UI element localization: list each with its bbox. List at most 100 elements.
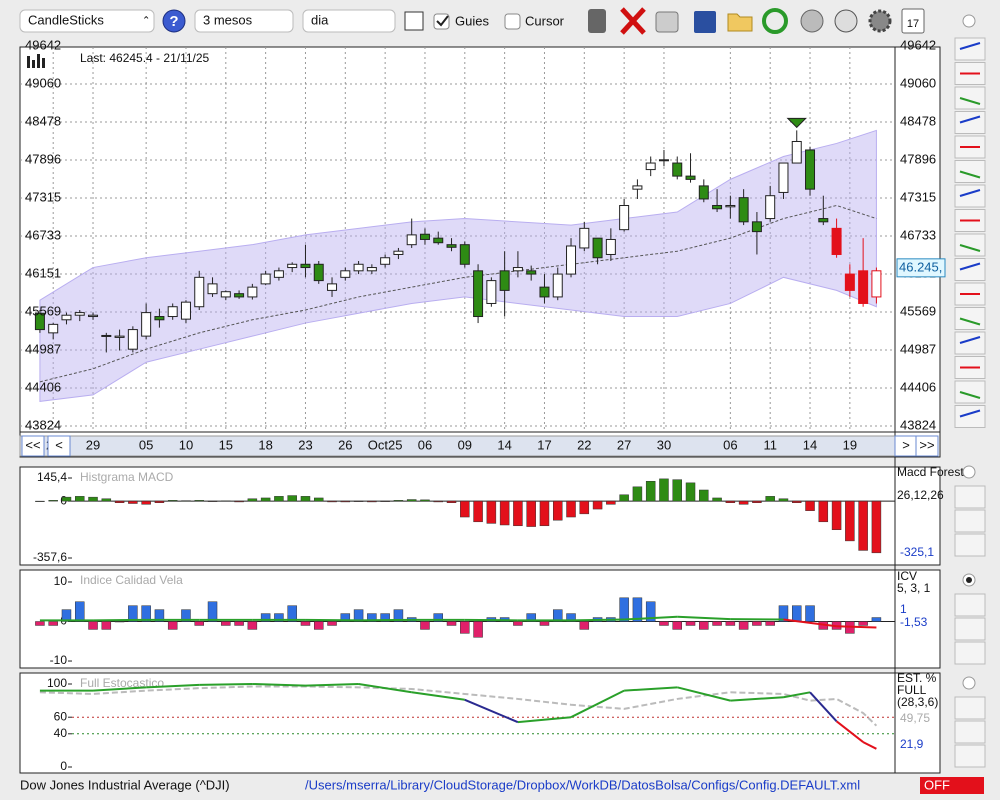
state-badge[interactable] xyxy=(920,777,984,794)
nav-button[interactable] xyxy=(915,435,939,457)
tool-button[interactable] xyxy=(954,111,986,134)
interval: dia xyxy=(311,12,329,27)
tool-button[interactable] xyxy=(954,405,986,428)
macd-params: 26,12,26 xyxy=(897,488,944,502)
save-button[interactable] xyxy=(694,11,716,33)
nav-button[interactable] xyxy=(47,435,71,457)
stoch-k xyxy=(570,689,625,719)
hist-bar xyxy=(300,496,311,502)
refresh-button[interactable] xyxy=(762,8,788,34)
hist-bar xyxy=(141,605,151,622)
y-tick-label: 43824 xyxy=(25,417,61,432)
candle-body xyxy=(712,204,723,210)
tool-button[interactable] xyxy=(954,485,986,509)
chart-type-select[interactable] xyxy=(19,9,155,33)
x-tick-label: 22 xyxy=(577,437,591,452)
camera-button[interactable] xyxy=(655,11,679,33)
cursor-label: Cursor xyxy=(525,13,565,28)
interval-select[interactable] xyxy=(302,9,396,33)
cursor-checkbox[interactable] xyxy=(504,13,521,30)
calendar-button[interactable] xyxy=(901,8,925,34)
tool-icon xyxy=(959,115,981,124)
hist-bar xyxy=(632,597,643,622)
delete-button[interactable] xyxy=(620,7,646,35)
tool-button[interactable] xyxy=(954,307,986,330)
nav-label: < xyxy=(55,437,63,452)
symbol: Dow Jones Industrial Average (^DJI) xyxy=(20,777,230,792)
hist-bar xyxy=(539,500,550,527)
tool-button[interactable] xyxy=(954,533,986,557)
tool-button[interactable] xyxy=(954,720,986,744)
signal-marker xyxy=(786,117,807,129)
stoch-k xyxy=(146,683,200,689)
tool-button[interactable] xyxy=(954,617,986,641)
y-tick-label: 47896 xyxy=(25,151,61,166)
help-button[interactable] xyxy=(162,9,186,33)
hist-bar xyxy=(74,496,85,502)
tool-button[interactable] xyxy=(954,331,986,355)
tool-button[interactable] xyxy=(954,509,986,533)
price-box xyxy=(896,258,946,278)
stoch-params: (28,3,6) xyxy=(897,695,938,709)
hist-bar xyxy=(88,621,98,630)
x-tick-label: 26 xyxy=(338,437,352,452)
candle-body xyxy=(738,197,749,223)
hist-bar xyxy=(234,621,244,626)
state: OFF xyxy=(924,777,950,792)
tool-button[interactable] xyxy=(954,380,986,404)
nav-button[interactable] xyxy=(21,435,45,457)
tool-button[interactable] xyxy=(954,37,986,61)
tool-button[interactable] xyxy=(954,258,986,281)
open-button[interactable] xyxy=(727,13,753,32)
candle-body xyxy=(765,195,776,220)
x-tick-label: 19 xyxy=(843,437,857,452)
tool-button[interactable] xyxy=(954,184,986,208)
hist-bar xyxy=(287,495,297,502)
stoch-k xyxy=(92,686,147,692)
stoch-d-last: 49,75 xyxy=(900,711,930,725)
trash-button[interactable] xyxy=(588,9,606,33)
hist-bar xyxy=(858,621,868,626)
candle-body xyxy=(180,301,191,320)
y-tick-label: -357,6 xyxy=(33,550,67,564)
hist-bar xyxy=(685,482,696,502)
tool-button[interactable] xyxy=(954,744,986,768)
y-tick-label: 145,4 xyxy=(37,470,67,484)
tool-button[interactable] xyxy=(954,696,986,720)
tool-icon xyxy=(959,336,981,344)
candle-body xyxy=(446,244,457,248)
config-path[interactable]: /Users/mserra/Library/CloudStorage/Dropb… xyxy=(305,777,860,792)
hist-bar xyxy=(845,500,855,542)
period-select[interactable] xyxy=(194,9,294,33)
tool-button[interactable] xyxy=(954,641,986,665)
radio[interactable] xyxy=(962,676,976,690)
radio[interactable] xyxy=(962,14,976,28)
candle-body xyxy=(419,233,430,240)
hist-bar xyxy=(181,609,191,622)
settings-button[interactable] xyxy=(868,9,892,33)
sync-button[interactable] xyxy=(800,9,824,33)
hist-bar xyxy=(35,500,45,502)
y-tick-label: 100 xyxy=(47,676,67,690)
hist-bar xyxy=(712,497,722,502)
y-tick-label: 60 xyxy=(54,709,68,723)
y-tick-label: 49060 xyxy=(900,75,936,90)
hist-bar xyxy=(128,500,138,504)
y-tick-label: 47315 xyxy=(25,189,61,204)
hist-bar xyxy=(406,499,417,502)
icv-line xyxy=(677,615,731,621)
chart-icon[interactable] xyxy=(404,11,424,31)
hist-bar xyxy=(460,500,470,518)
euro-button[interactable] xyxy=(834,9,858,33)
hist-bar xyxy=(486,500,497,524)
radio[interactable] xyxy=(962,465,976,479)
macd-title: Histgrama MACD xyxy=(80,470,174,484)
tool-button[interactable] xyxy=(954,233,986,257)
tool-button[interactable] xyxy=(954,86,986,110)
tool-button[interactable] xyxy=(954,160,986,183)
tool-button[interactable] xyxy=(954,593,986,617)
candle-body xyxy=(48,323,59,334)
guides-checkbox[interactable] xyxy=(433,13,450,30)
stoch-k xyxy=(411,691,465,701)
x-tick-label: 23 xyxy=(298,437,312,452)
